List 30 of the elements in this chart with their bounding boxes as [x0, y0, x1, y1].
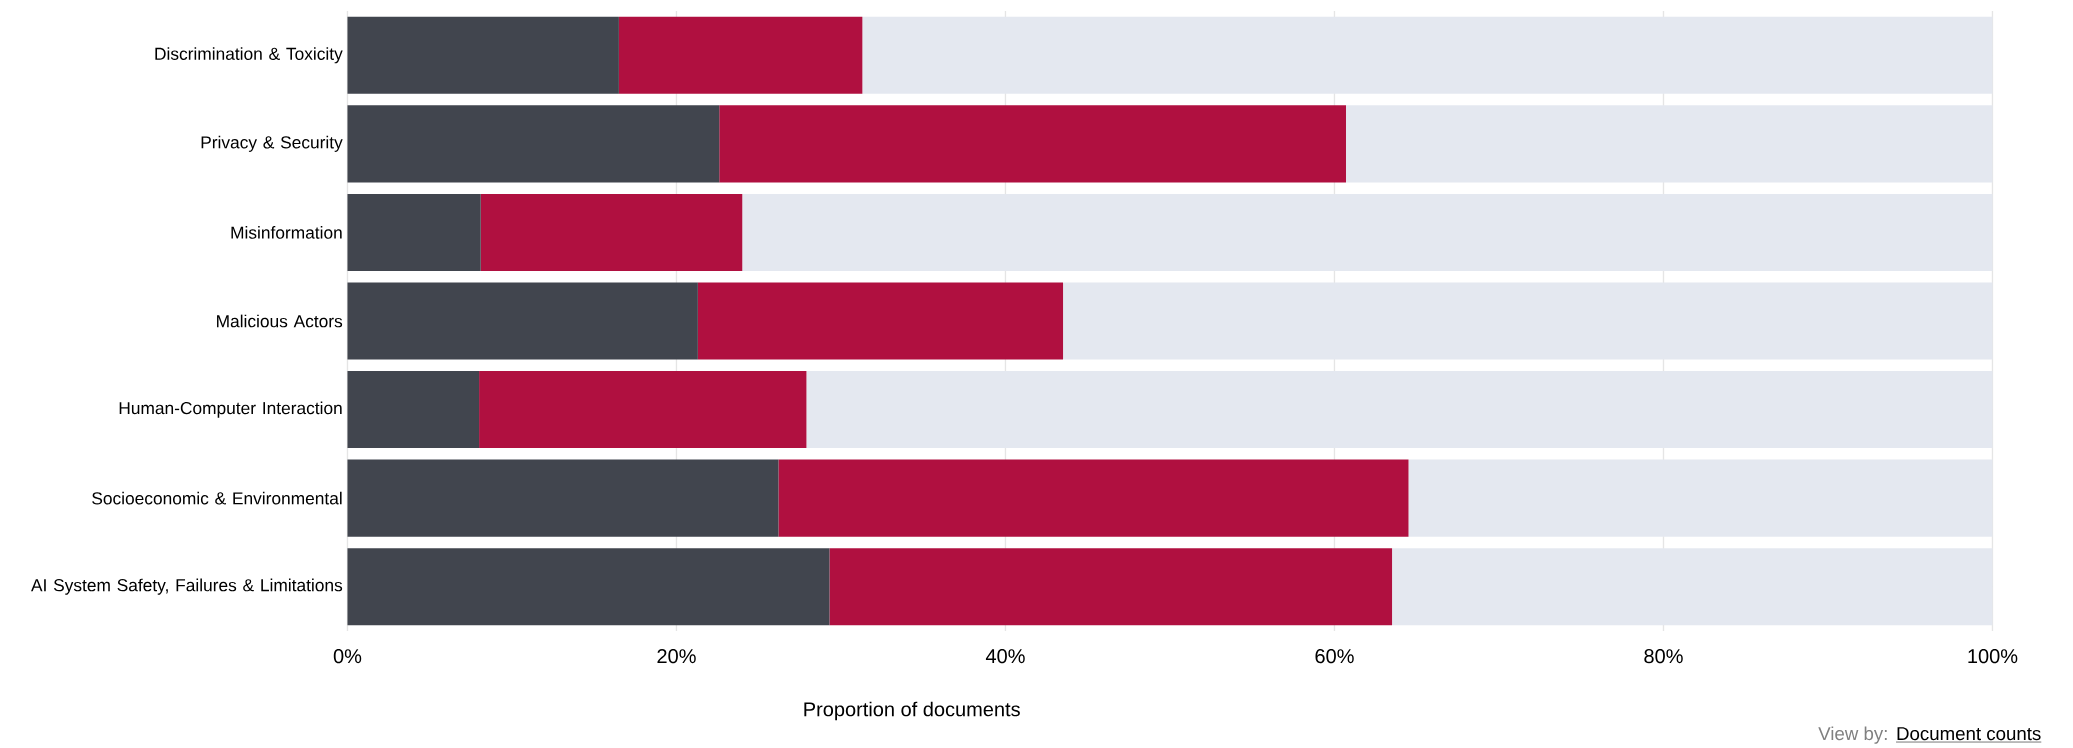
bar [829, 548, 1393, 626]
x-tick-label: 80% [1644, 649, 1683, 664]
bar [347, 459, 779, 537]
x-tick-label: 0% [333, 649, 362, 664]
bar [618, 16, 863, 94]
bar [479, 371, 807, 449]
bar [347, 282, 698, 360]
y-tick-label: Misinformation [231, 226, 342, 239]
text: Document counts [1897, 727, 2041, 741]
bar [719, 105, 1346, 183]
x-tick-label: 60% [1315, 649, 1354, 664]
bar [347, 105, 720, 183]
text: View by: [1818, 726, 1887, 744]
x-axis-title: Proportion of documents [804, 701, 1020, 721]
y-tick-label: Socioeconomic & Environmental [92, 491, 342, 505]
bar [480, 193, 743, 271]
y-tick-label: AI System Safety, Failures & Limitations [31, 578, 343, 595]
x-tick-label: 40% [985, 649, 1025, 664]
y-tick-label: Malicious Actors [217, 314, 343, 328]
y-tick-label: Human-Computer Interaction [119, 401, 342, 418]
x-tick-label: 20% [657, 649, 696, 664]
y-tick-label: Discrimination & Toxicity [155, 47, 343, 64]
bar [347, 193, 481, 271]
bar [347, 371, 480, 449]
bar [697, 282, 1064, 360]
bar [347, 16, 619, 94]
bar [778, 459, 1409, 537]
x-tick-label: 100% [1968, 649, 2018, 664]
y-tick-label: Privacy & Security [201, 135, 343, 152]
bar [347, 548, 830, 626]
